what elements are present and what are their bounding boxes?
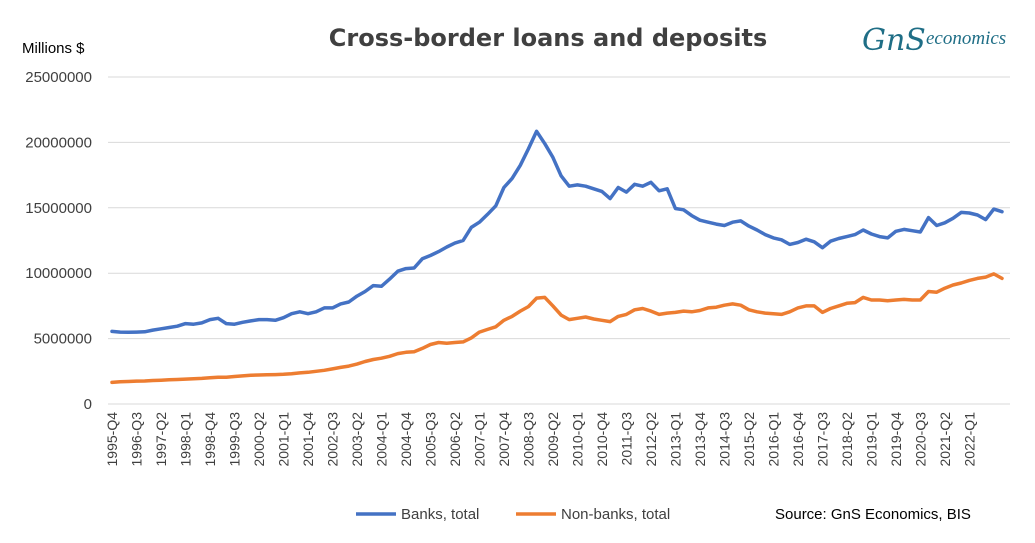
x-tick-label: 1996-Q3 [128, 412, 144, 467]
y-axis-label: Millions $ [22, 40, 85, 57]
y-tick-label: 5000000 [34, 331, 92, 348]
y-tick-label: 20000000 [25, 134, 92, 151]
y-tick-label: 0 [84, 396, 92, 413]
series-line-nonbanks [110, 272, 1004, 385]
legend: Banks, total Non-banks, total [356, 506, 670, 523]
chart-title: Cross-border loans and deposits [329, 24, 767, 52]
x-tick-label: 2007-Q4 [496, 412, 512, 467]
x-tick-label: 2004-Q1 [373, 412, 389, 467]
x-tick-label: 2013-Q1 [667, 412, 683, 467]
logo-mark: GnS [862, 23, 926, 58]
x-tick-label: 2017-Q3 [814, 412, 830, 467]
x-tick-label: 2001-Q1 [275, 412, 291, 467]
x-tick-label: 2019-Q4 [888, 412, 904, 467]
x-tick-label: 2008-Q3 [520, 412, 536, 467]
y-tick-labels: 0 5000000 10000000 15000000 20000000 25000000 [25, 69, 92, 413]
series-lines [110, 129, 1004, 385]
x-tick-label: 1995-Q4 [104, 412, 120, 467]
x-tick-label: 2016-Q1 [765, 412, 781, 467]
x-tick-label: 2011-Q3 [618, 412, 634, 466]
x-tick-label: 2010-Q4 [594, 412, 610, 467]
x-tick-label: 2022-Q1 [961, 412, 977, 467]
x-tick-label: 2018-Q2 [839, 412, 855, 467]
logo-word: economics [926, 28, 1006, 49]
x-tick-label: 1997-Q2 [153, 412, 169, 467]
y-tick-label: 25000000 [25, 69, 92, 86]
legend-label-nonbanks: Non-banks, total [561, 506, 670, 523]
x-tick-label: 2010-Q1 [569, 412, 585, 467]
x-tick-labels: 1995-Q4 1996-Q3 1997-Q2 1998-Q1 1998-Q4 1999-… [104, 412, 977, 467]
x-tick-label: 2015-Q2 [741, 412, 757, 467]
series-line-banks [110, 129, 1004, 335]
x-tick-label: 2009-Q2 [545, 412, 561, 467]
legend-label-banks: Banks, total [401, 506, 479, 523]
x-tick-label: 2007-Q1 [471, 412, 487, 467]
x-tick-label: 2019-Q1 [863, 412, 879, 467]
x-tick-label: 2021-Q2 [937, 412, 953, 467]
x-tick-label: 2012-Q2 [643, 412, 659, 467]
x-tick-label: 2004-Q4 [398, 412, 414, 467]
y-tick-label: 10000000 [25, 265, 92, 282]
x-tick-label: 1998-Q4 [202, 412, 218, 467]
x-tick-label: 2014-Q3 [716, 412, 732, 467]
logo: GnS economics [862, 23, 1006, 58]
x-tick-label: 2013-Q4 [692, 412, 708, 467]
x-tick-label: 2005-Q3 [422, 412, 438, 467]
x-tick-label: 1998-Q1 [177, 412, 193, 467]
x-tick-label: 2003-Q2 [349, 412, 365, 467]
x-tick-label: 2002-Q3 [324, 412, 340, 467]
x-tick-label: 2016-Q4 [790, 412, 806, 467]
x-tick-label: 2001-Q4 [300, 412, 316, 467]
x-tick-label: 2000-Q2 [251, 412, 267, 467]
x-tick-label: 2006-Q2 [447, 412, 463, 467]
source-note: Source: GnS Economics, BIS [775, 506, 971, 523]
gridlines [108, 76, 1010, 405]
x-tick-label: 2020-Q3 [912, 412, 928, 467]
y-tick-label: 15000000 [25, 200, 92, 217]
x-tick-label: 1999-Q3 [226, 412, 242, 467]
